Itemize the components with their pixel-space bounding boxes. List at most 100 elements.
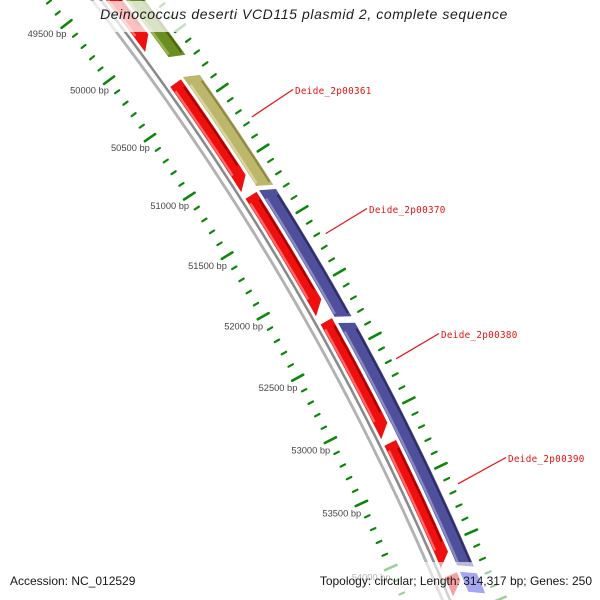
ruler-tick <box>333 450 340 456</box>
ruler-tick <box>182 191 196 201</box>
ruler-label: 51000 bp <box>150 201 189 211</box>
gene-arc[interactable] <box>245 191 322 317</box>
ruler-tick <box>54 10 61 16</box>
ruler-tick <box>461 516 469 522</box>
ruler-tick <box>216 241 223 247</box>
accession-label: Accession: NC_012529 <box>10 574 136 588</box>
ruler-tick <box>320 425 328 430</box>
ruler-tick <box>290 194 298 200</box>
ruler-tick <box>252 301 260 307</box>
ruler-tick <box>455 503 463 508</box>
ruler-tick <box>417 424 426 429</box>
gene-label[interactable]: Deide_2p00380 <box>441 330 518 341</box>
ruler-tick <box>238 277 245 283</box>
ruler-tick <box>138 123 145 129</box>
ruler-tick <box>305 219 313 225</box>
ruler-tick <box>398 385 406 390</box>
ruler-tick <box>210 73 217 79</box>
map-title: Deinococcus deserti VCD115 plasmid 2, co… <box>100 6 508 22</box>
ruler-tick <box>184 37 192 43</box>
ruler-tick <box>71 32 79 38</box>
ruler-tick <box>443 476 451 482</box>
ruler-tick <box>122 100 129 106</box>
ruler-tick <box>97 66 104 72</box>
ruler-tick <box>162 158 169 164</box>
gene-leader-lines <box>251 89 507 485</box>
gene-arc[interactable] <box>259 189 352 317</box>
gene-arc[interactable] <box>320 318 388 440</box>
gene-label[interactable]: Deide_2p00361 <box>295 86 372 97</box>
ruler-tick <box>143 132 157 143</box>
ruler-tick <box>130 112 137 118</box>
gene-arc[interactable] <box>384 440 448 569</box>
ruler-tick <box>433 461 448 470</box>
ruler-label: 50000 bp <box>70 85 109 95</box>
gene-leader-line <box>251 89 294 118</box>
ruler-tick <box>473 543 481 548</box>
ruler-tick <box>424 437 432 442</box>
ruler-tick <box>349 295 357 301</box>
ruler-label: 49500 bp <box>28 29 67 39</box>
ruler-tick <box>231 265 238 271</box>
ruler-label: 52000 bp <box>224 321 263 331</box>
ruler-label: 53000 bp <box>291 445 330 455</box>
gene-arc[interactable] <box>182 74 274 186</box>
ruler-tick <box>193 205 200 211</box>
ruler-tick <box>345 475 353 481</box>
ruler-tick <box>280 350 288 356</box>
ruler-tick <box>342 282 350 288</box>
ruler-tick <box>391 372 399 377</box>
ruler-tick <box>154 146 161 152</box>
ruler-tick <box>295 205 309 215</box>
title-background <box>84 1 524 32</box>
ruler-tick <box>328 257 336 263</box>
ruler-tick <box>256 311 270 321</box>
ruler-tick <box>266 326 274 331</box>
sequence-info-label: Topology: circular; Length: 314,317 bp; … <box>319 574 592 588</box>
gene-leader-line <box>325 207 368 235</box>
ruler-label: 51500 bp <box>188 261 227 271</box>
ruler-labels: 49500 bp 50000 bp 50500 bp 51000 bp 51500 bp… <box>28 29 391 583</box>
ruler-tick <box>170 170 177 176</box>
feature-ring-category <box>126 0 486 594</box>
ruler-tick <box>314 412 321 418</box>
ruler-tick <box>411 411 419 416</box>
gene-labels: Deide_2p00361 Deide_2p00370 Deide_2p00380 D… <box>295 86 585 465</box>
ruler-ticks-inner <box>45 0 406 596</box>
gene-leader-line <box>395 332 440 360</box>
ruler-tick <box>251 133 258 139</box>
ruler-tick <box>332 267 347 277</box>
ruler-tick <box>364 320 372 326</box>
ruler-tick <box>323 435 338 445</box>
ruler-tick <box>60 18 73 30</box>
ruler-tick <box>300 388 308 393</box>
gene-arc[interactable] <box>338 322 474 567</box>
ruler-tick <box>401 396 416 405</box>
ruler-tick <box>354 499 369 508</box>
ruler-tick <box>45 0 53 5</box>
ruler-tick <box>282 182 290 188</box>
ruler-tick <box>256 143 270 153</box>
gene-leader-line <box>457 456 507 485</box>
ruler-tick <box>351 488 359 493</box>
ruler-tick <box>369 526 377 532</box>
ruler-tick <box>193 49 201 55</box>
ruler-tick <box>307 400 315 405</box>
ruler-tick <box>378 346 385 352</box>
ruler-tick <box>290 373 305 383</box>
ruler-tick <box>313 232 321 238</box>
gene-label[interactable]: Deide_2p00370 <box>369 205 446 216</box>
ruler-tick <box>339 463 347 468</box>
ruler-tick <box>381 552 389 557</box>
ruler-tick <box>273 338 281 344</box>
ruler-tick <box>384 359 392 365</box>
ruler-tick <box>235 109 242 115</box>
ruler-tick <box>201 217 208 223</box>
gene-arc[interactable] <box>170 79 246 193</box>
ruler-tick <box>449 490 457 495</box>
gene-label[interactable]: Deide_2p00390 <box>508 454 585 465</box>
ruler-label: 53500 bp <box>322 509 361 519</box>
ruler-tick <box>215 82 229 93</box>
